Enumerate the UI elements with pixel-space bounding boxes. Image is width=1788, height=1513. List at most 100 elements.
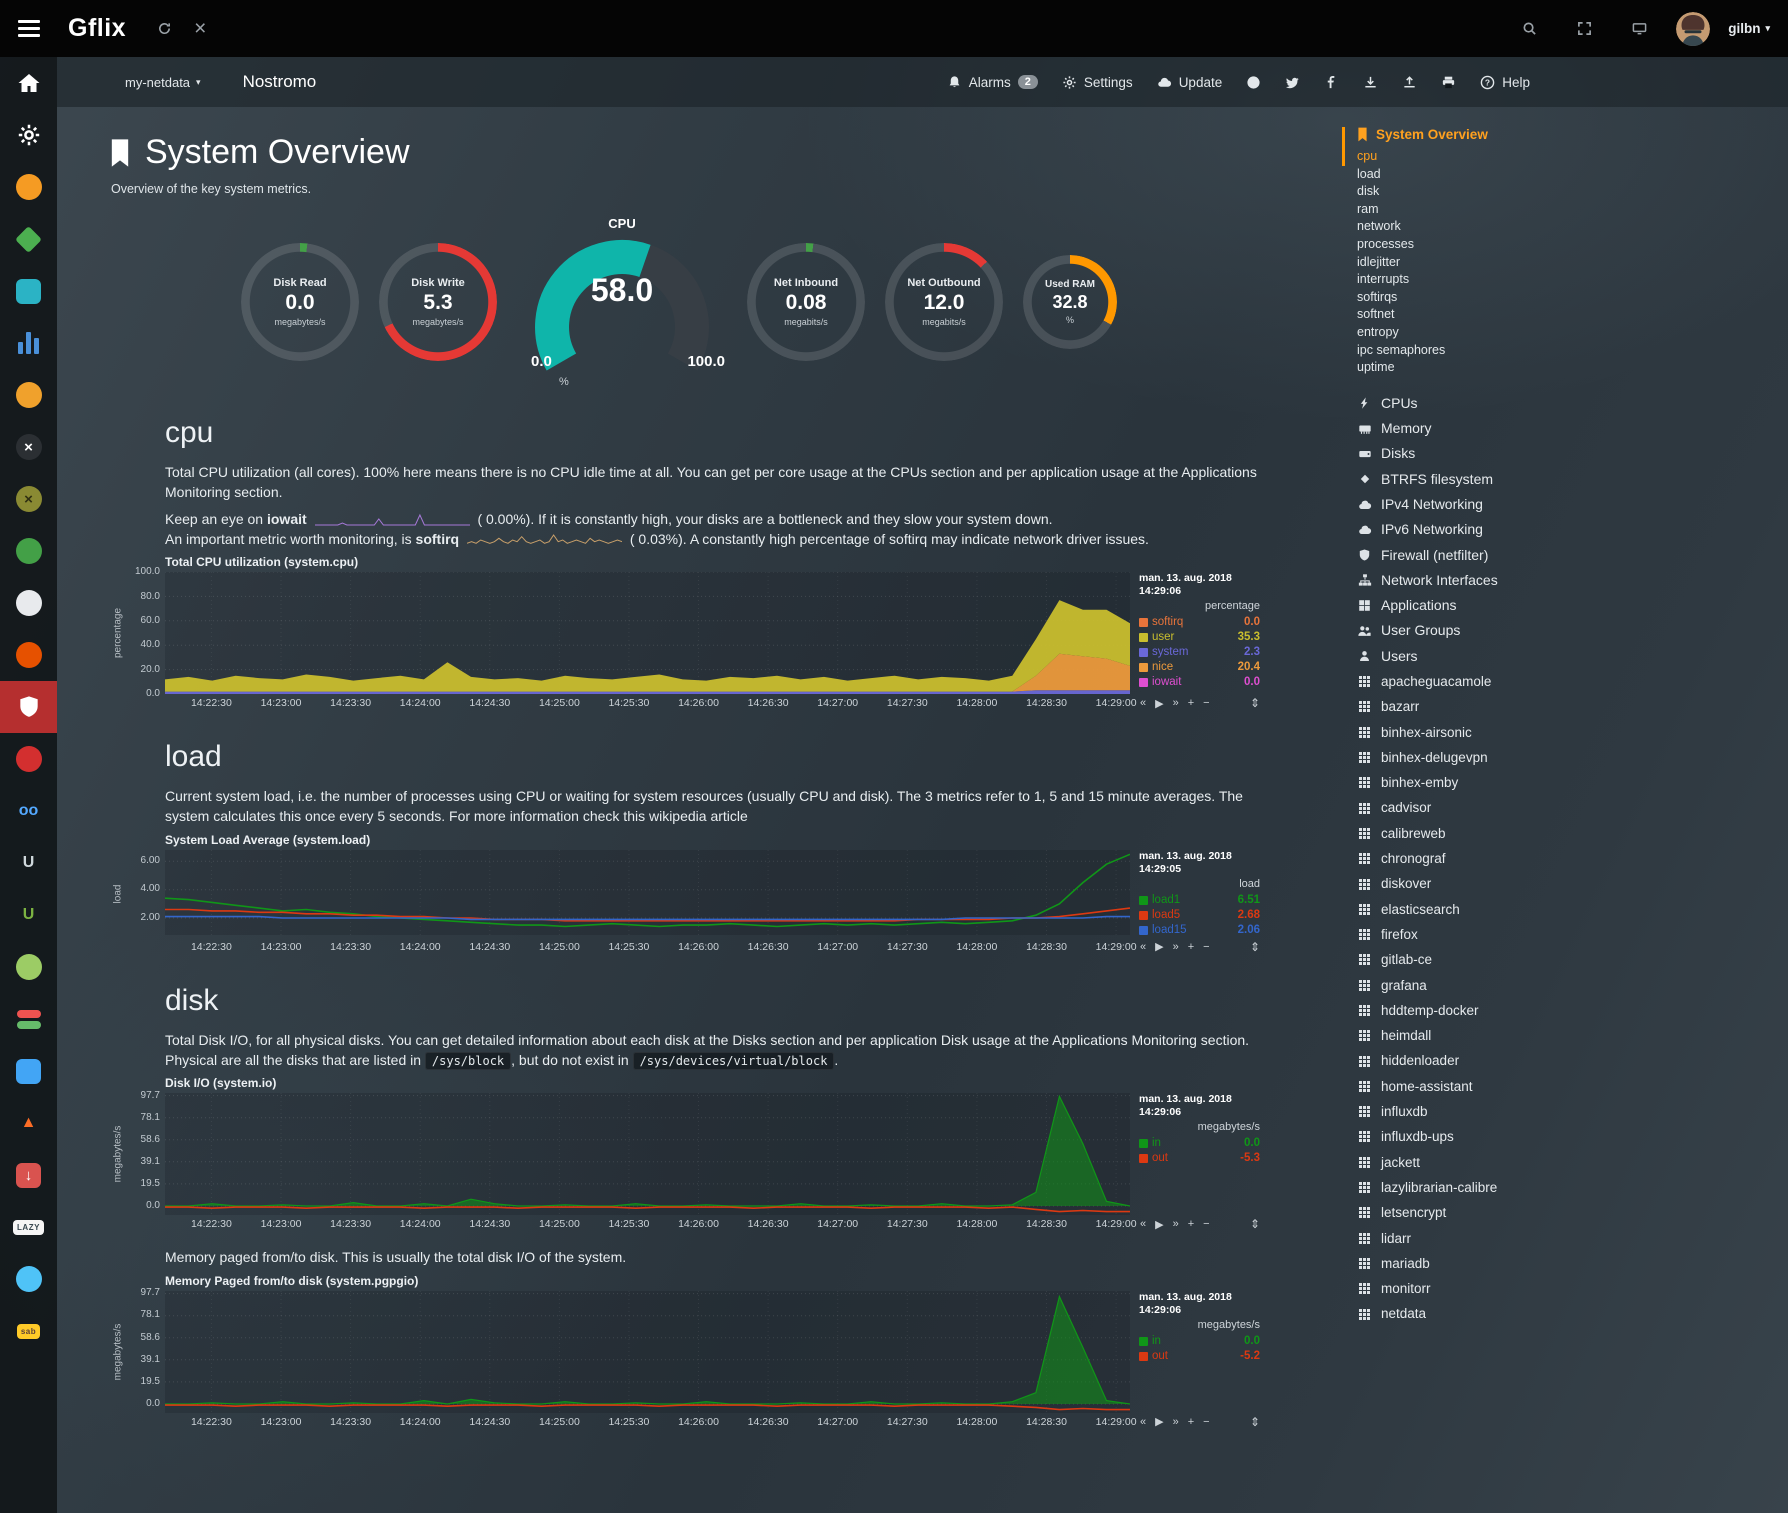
menu-section-ipv6-networking[interactable]: IPv6 Networking bbox=[1342, 517, 1788, 542]
avatar[interactable] bbox=[1676, 11, 1711, 46]
legend-load15[interactable]: load15 2.06 bbox=[1139, 923, 1260, 938]
legend-out[interactable]: out -5.3 bbox=[1139, 1151, 1260, 1166]
zoom-out-button[interactable]: − bbox=[1203, 1415, 1210, 1428]
menu-app-netdata[interactable]: netdata bbox=[1342, 1301, 1788, 1326]
app-shortcut-16-icon[interactable] bbox=[0, 993, 57, 1045]
menu-app-home-assistant[interactable]: home-assistant bbox=[1342, 1074, 1788, 1099]
monitor-icon[interactable] bbox=[1632, 21, 1647, 36]
play-button[interactable]: ▶ bbox=[1155, 1416, 1164, 1429]
fullscreen-icon[interactable] bbox=[1577, 21, 1592, 36]
resize-handle[interactable]: ⇕ bbox=[1249, 1217, 1260, 1232]
app-shortcut-7-icon[interactable]: × bbox=[0, 473, 57, 525]
menu-section-cpus[interactable]: CPUs bbox=[1342, 391, 1788, 416]
menu-app-mariadb[interactable]: mariadb bbox=[1342, 1251, 1788, 1276]
menu-item-processes[interactable]: processes bbox=[1357, 236, 1414, 251]
chart-plot-area[interactable] bbox=[165, 1093, 1130, 1216]
app-shortcut-10-icon[interactable] bbox=[0, 629, 57, 681]
menu-section-applications[interactable]: Applications bbox=[1342, 593, 1788, 618]
app-shortcut-9-icon[interactable] bbox=[0, 577, 57, 629]
home-icon[interactable] bbox=[0, 57, 57, 109]
resize-handle[interactable]: ⇕ bbox=[1249, 939, 1260, 954]
menu-section-disks[interactable]: Disks bbox=[1342, 441, 1788, 466]
zoom-out-button[interactable]: − bbox=[1203, 1218, 1210, 1231]
legend-load5[interactable]: load5 2.68 bbox=[1139, 908, 1260, 923]
app-shortcut-17-icon[interactable] bbox=[0, 1045, 57, 1097]
menu-item-disk[interactable]: disk bbox=[1357, 184, 1380, 199]
menu-app-cadvisor[interactable]: cadvisor bbox=[1342, 795, 1788, 820]
app-shortcut-2-icon[interactable] bbox=[0, 213, 57, 265]
app-shortcut-19-icon[interactable]: ↓ bbox=[0, 1149, 57, 1201]
chart-plot-area[interactable] bbox=[165, 849, 1130, 935]
print-icon[interactable] bbox=[1441, 75, 1456, 90]
pan-right-button[interactable]: » bbox=[1172, 1415, 1179, 1428]
play-button[interactable]: ▶ bbox=[1155, 941, 1164, 954]
legend-user[interactable]: user 35.3 bbox=[1139, 630, 1260, 645]
host-selector[interactable]: my-netdata ▾ bbox=[125, 75, 201, 90]
app-shortcut-11-icon[interactable] bbox=[0, 733, 57, 785]
user-menu[interactable]: gilbn ▾ bbox=[1728, 21, 1770, 36]
zoom-in-button[interactable]: + bbox=[1187, 940, 1195, 953]
pan-left-button[interactable]: « bbox=[1140, 940, 1147, 953]
update-button[interactable]: Update bbox=[1157, 75, 1222, 90]
menu-app-heimdall[interactable]: heimdall bbox=[1342, 1023, 1788, 1048]
menu-app-binhex-emby[interactable]: binhex-emby bbox=[1342, 770, 1788, 795]
disk-read-gauge[interactable]: Disk Read 0.0 megabytes/s bbox=[241, 243, 359, 361]
pan-left-button[interactable]: « bbox=[1140, 1415, 1147, 1428]
app-shortcut-5-icon[interactable] bbox=[0, 369, 57, 421]
menu-app-bazarr[interactable]: bazarr bbox=[1342, 694, 1788, 719]
menu-item-ipc-semaphores[interactable]: ipc semaphores bbox=[1357, 342, 1446, 357]
legend-iowait[interactable]: iowait 0.0 bbox=[1139, 675, 1260, 690]
legend-system[interactable]: system 2.3 bbox=[1139, 645, 1260, 660]
facebook-icon[interactable] bbox=[1324, 75, 1339, 90]
close-icon[interactable]: × bbox=[194, 17, 207, 40]
menu-app-letsencrypt[interactable]: letsencrypt bbox=[1342, 1200, 1788, 1225]
legend-softirq[interactable]: softirq 0.0 bbox=[1139, 615, 1260, 630]
menu-app-jackett[interactable]: jackett bbox=[1342, 1150, 1788, 1175]
settings-button[interactable]: Settings bbox=[1062, 75, 1133, 90]
menu-item-ram[interactable]: ram bbox=[1357, 201, 1379, 216]
menu-app-influxdb[interactable]: influxdb bbox=[1342, 1099, 1788, 1124]
menu-item-uptime[interactable]: uptime bbox=[1357, 360, 1395, 375]
menu-app-firefox[interactable]: firefox bbox=[1342, 922, 1788, 947]
resize-handle[interactable]: ⇕ bbox=[1249, 1414, 1260, 1429]
zoom-in-button[interactable]: + bbox=[1187, 1415, 1195, 1428]
menu-app-diskover[interactable]: diskover bbox=[1342, 871, 1788, 896]
play-button[interactable]: ▶ bbox=[1155, 1218, 1164, 1231]
menu-app-lidarr[interactable]: lidarr bbox=[1342, 1226, 1788, 1251]
menu-app-monitorr[interactable]: monitorr bbox=[1342, 1276, 1788, 1301]
menu-item-cpu[interactable]: cpu bbox=[1357, 149, 1378, 163]
app-shortcut-6-icon[interactable]: × bbox=[0, 421, 57, 473]
legend-in[interactable]: in 0.0 bbox=[1139, 1136, 1260, 1151]
menu-section-firewall-netfilter-[interactable]: Firewall (netfilter) bbox=[1342, 543, 1788, 568]
legend-load1[interactable]: load1 6.51 bbox=[1139, 893, 1260, 908]
app-shortcut-14-icon[interactable]: U bbox=[22, 906, 35, 923]
menu-icon[interactable] bbox=[0, 20, 58, 37]
alarms-button[interactable]: Alarms 2 bbox=[947, 75, 1038, 90]
menu-app-hddtemp-docker[interactable]: hddtemp-docker bbox=[1342, 998, 1788, 1023]
legend-nice[interactable]: nice 20.4 bbox=[1139, 660, 1260, 675]
app-shortcut-20-icon[interactable]: LAZY bbox=[0, 1201, 57, 1253]
menu-section-btrfs-filesystem[interactable]: BTRFS filesystem bbox=[1342, 467, 1788, 492]
menu-app-calibreweb[interactable]: calibreweb bbox=[1342, 821, 1788, 846]
menu-section-users[interactable]: Users bbox=[1342, 644, 1788, 669]
active-app-shield-icon[interactable] bbox=[0, 681, 57, 733]
pan-left-button[interactable]: « bbox=[1140, 697, 1147, 710]
legend-in[interactable]: in 0.0 bbox=[1139, 1334, 1260, 1349]
pan-right-button[interactable]: » bbox=[1172, 940, 1179, 953]
app-shortcut-22-icon[interactable]: sab bbox=[0, 1305, 57, 1357]
chart-plot-area[interactable] bbox=[165, 572, 1130, 695]
app-shortcut-1-icon[interactable] bbox=[0, 161, 57, 213]
menu-item-entropy[interactable]: entropy bbox=[1357, 324, 1399, 339]
menu-section-network-interfaces[interactable]: Network Interfaces bbox=[1342, 568, 1788, 593]
refresh-icon[interactable] bbox=[157, 21, 172, 36]
app-shortcut-21-icon[interactable] bbox=[0, 1253, 57, 1305]
menu-item-softirqs[interactable]: softirqs bbox=[1357, 289, 1398, 304]
menu-app-hiddenloader[interactable]: hiddenloader bbox=[1342, 1048, 1788, 1073]
menu-system-overview[interactable]: System Overview bbox=[1357, 127, 1788, 142]
app-shortcut-12-icon[interactable]: oo bbox=[18, 802, 39, 819]
menu-app-binhex-delugevpn[interactable]: binhex-delugevpn bbox=[1342, 745, 1788, 770]
zoom-out-button[interactable]: − bbox=[1203, 940, 1210, 953]
menu-item-load[interactable]: load bbox=[1357, 166, 1381, 181]
zoom-out-button[interactable]: − bbox=[1203, 697, 1210, 710]
menu-app-chronograf[interactable]: chronograf bbox=[1342, 846, 1788, 871]
